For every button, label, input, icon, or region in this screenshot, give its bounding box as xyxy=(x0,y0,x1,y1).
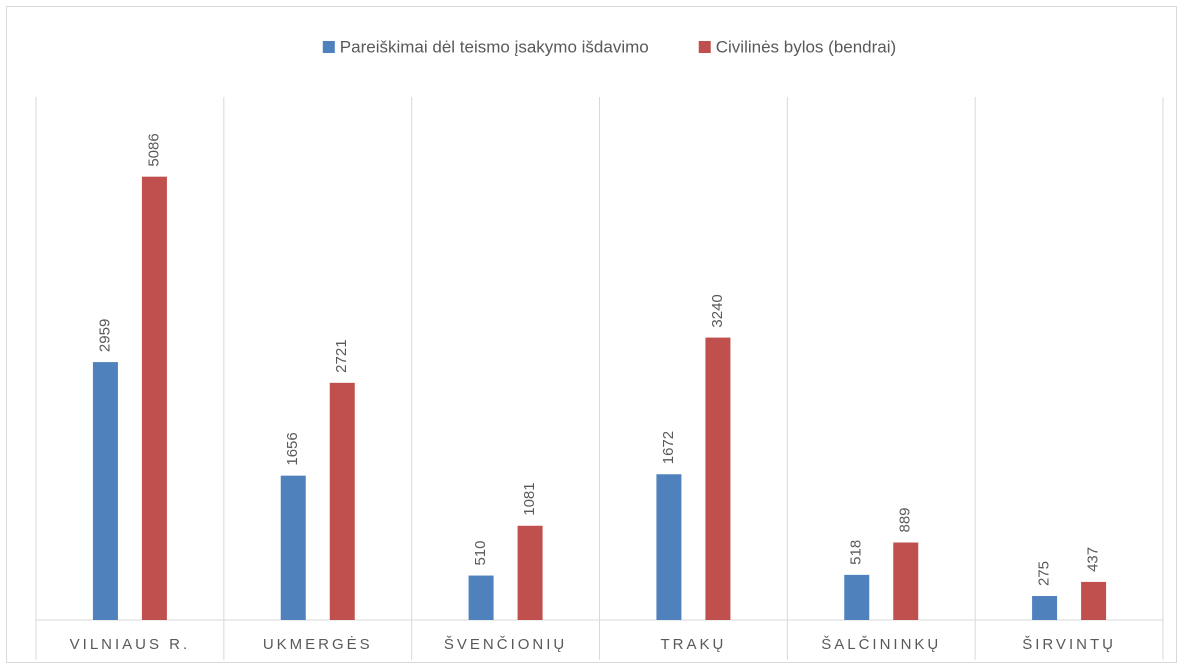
data-label: 437 xyxy=(1085,547,1102,572)
data-label: 1672 xyxy=(660,431,677,464)
bar xyxy=(844,574,870,620)
bar xyxy=(1081,581,1107,620)
x-tick-label: VILNIAUS R. xyxy=(70,636,191,653)
bar xyxy=(468,575,494,620)
x-tick-label: ŠIRVINTŲ xyxy=(1022,636,1116,653)
bar xyxy=(656,474,682,620)
data-label: 510 xyxy=(472,541,489,566)
data-label: 2959 xyxy=(96,319,113,352)
bar xyxy=(517,525,543,620)
bar xyxy=(705,337,731,620)
legend-swatch xyxy=(698,41,711,53)
legend-swatch xyxy=(322,41,335,53)
data-label: 3240 xyxy=(709,294,726,327)
legend-label: Civilinės bylos (bendrai) xyxy=(716,37,896,56)
data-label: 889 xyxy=(897,507,914,532)
bar xyxy=(893,542,919,620)
bar xyxy=(141,176,167,620)
chart-border xyxy=(6,6,1177,663)
data-label: 1081 xyxy=(521,482,538,515)
data-label: 2721 xyxy=(333,339,350,372)
legend: Pareiškimai dėl teismo įsakymo išdavimo C… xyxy=(322,37,896,56)
bar xyxy=(329,382,355,620)
x-tick-label: ŠVENČIONIŲ xyxy=(444,636,567,653)
legend-label: Pareiškimai dėl teismo įsakymo išdavimo xyxy=(340,37,649,56)
bar xyxy=(280,475,306,620)
x-tick-label: UKMERGĖS xyxy=(263,635,373,653)
x-tick-label: ŠALČININKŲ xyxy=(821,636,941,653)
x-tick-label: TRAKŲ xyxy=(660,636,726,653)
bar xyxy=(1032,596,1058,620)
data-label: 1656 xyxy=(284,432,301,465)
bar xyxy=(92,362,118,620)
data-label: 275 xyxy=(1036,561,1053,586)
data-label: 5086 xyxy=(145,133,162,166)
data-label: 518 xyxy=(848,540,865,565)
